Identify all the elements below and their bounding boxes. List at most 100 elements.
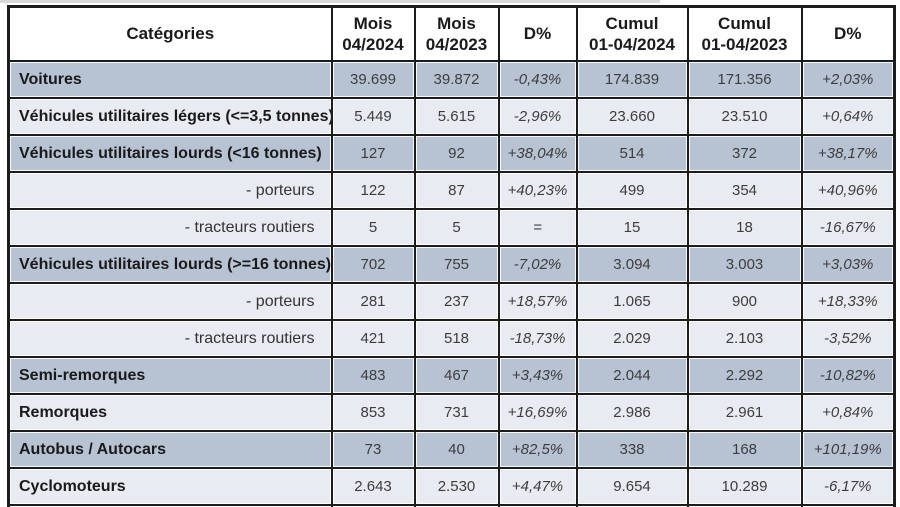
table-row: Véhicules utilitaires lourds (<16 tonnes… bbox=[7, 134, 896, 173]
cell-delta-cumul: -6,17% bbox=[800, 467, 896, 506]
cell-delta-cumul: +3,03% bbox=[800, 245, 896, 284]
cell-mois-prior: 87 bbox=[413, 171, 500, 210]
table-row: Autobus / Autocars 73 40 +82,5% 338 168 +101,1… bbox=[7, 430, 896, 469]
cell-delta-cumul: -10,82% bbox=[800, 356, 896, 395]
cell-delta-mois: +82,5% bbox=[497, 430, 578, 469]
table-row: - tracteurs routiers 5 5 = 15 18 -16,67% bbox=[7, 208, 896, 247]
vehicle-registrations-table: Catégories Mois 04/2024 Mois 04/2023 D% … bbox=[7, 5, 896, 507]
column-header-cumul-2023: Cumul 01-04/2023 bbox=[686, 5, 803, 62]
cell-delta-cumul: +101,19% bbox=[800, 430, 896, 469]
category-cell: Véhicules utilitaires lourds (<16 tonnes… bbox=[7, 134, 333, 173]
column-header-cumul-2024: Cumul 01-04/2024 bbox=[575, 5, 689, 62]
table-row: Véhicules utilitaires légers (<=3,5 tonn… bbox=[7, 97, 896, 136]
category-cell: Motos bbox=[7, 504, 333, 507]
cell-mois-current: 127 bbox=[330, 134, 416, 173]
cell-cumul-prior: 2.961 bbox=[686, 393, 803, 432]
cell-mois-prior: 237 bbox=[413, 282, 500, 321]
category-cell: Voitures bbox=[7, 60, 333, 99]
category-cell: - porteurs bbox=[7, 171, 333, 210]
table-row: Voitures 39.699 39.872 -0,43% 174.839 171.356… bbox=[7, 60, 896, 99]
cell-mois-current: 5 bbox=[330, 208, 416, 247]
column-header-delta-cumul: D% bbox=[800, 5, 896, 62]
cell-cumul-current: 338 bbox=[575, 430, 689, 469]
cell-mois-prior: 39.872 bbox=[413, 60, 500, 99]
cell-cumul-current: 2.986 bbox=[575, 393, 689, 432]
header-label: Cumul bbox=[605, 13, 659, 33]
cell-cumul-prior: 2.103 bbox=[686, 319, 803, 358]
cell-cumul-prior: 900 bbox=[686, 282, 803, 321]
cell-cumul-current: 3.094 bbox=[575, 245, 689, 284]
cell-mois-current: 2.951 bbox=[330, 504, 416, 507]
cell-mois-prior: 92 bbox=[413, 134, 500, 173]
header-label: Cumul bbox=[718, 13, 771, 33]
header-sublabel: 04/2023 bbox=[425, 35, 488, 54]
cell-delta-mois: +38,04% bbox=[497, 134, 578, 173]
header-sublabel: 04/2024 bbox=[342, 35, 404, 54]
table-row: - tracteurs routiers 421 518 -18,73% 2.029 2.… bbox=[7, 319, 896, 358]
header-label: Mois bbox=[353, 13, 393, 33]
column-header-categories: Catégories bbox=[7, 5, 333, 62]
table-row: Remorques 853 731 +16,69% 2.986 2.961 +0,84% bbox=[7, 393, 896, 432]
cell-cumul-current: 174.839 bbox=[575, 60, 689, 99]
cell-delta-cumul: +2,03% bbox=[800, 60, 896, 99]
cell-delta-mois: = bbox=[497, 208, 578, 247]
cell-cumul-current: 23.660 bbox=[575, 97, 689, 136]
cell-delta-mois: -2,96% bbox=[497, 97, 578, 136]
cell-delta-cumul: -3,52% bbox=[800, 319, 896, 358]
category-cell: - tracteurs routiers bbox=[7, 319, 333, 358]
cell-cumul-prior: 372 bbox=[686, 134, 803, 173]
cell-mois-prior: 5.615 bbox=[413, 97, 500, 136]
category-cell: Véhicules utilitaires légers (<=3,5 tonn… bbox=[7, 97, 333, 136]
table-body: Voitures 39.699 39.872 -0,43% 174.839 171.356… bbox=[7, 60, 896, 507]
header-row: Catégories Mois 04/2024 Mois 04/2023 D% … bbox=[7, 5, 896, 62]
cell-delta-mois: -0,43% bbox=[497, 60, 578, 99]
table-header: Catégories Mois 04/2024 Mois 04/2023 D% … bbox=[7, 5, 896, 62]
category-cell: Remorques bbox=[7, 393, 333, 432]
cell-mois-current: 122 bbox=[330, 171, 416, 210]
cell-delta-mois: +17,66% bbox=[497, 504, 578, 507]
header-sublabel: 01-04/2024 bbox=[588, 35, 676, 54]
cell-mois-prior: 2.530 bbox=[413, 467, 500, 506]
column-header-delta-mois: D% bbox=[497, 5, 578, 62]
cell-delta-cumul: +38,17% bbox=[800, 134, 896, 173]
cell-mois-current: 5.449 bbox=[330, 97, 416, 136]
category-cell: - tracteurs routiers bbox=[7, 208, 333, 247]
category-cell: Autobus / Autocars bbox=[7, 430, 333, 469]
cell-mois-prior: 40 bbox=[413, 430, 500, 469]
cell-mois-prior: 755 bbox=[413, 245, 500, 284]
cell-delta-mois: +16,69% bbox=[497, 393, 578, 432]
cell-mois-prior: 731 bbox=[413, 393, 500, 432]
cell-delta-cumul: -16,67% bbox=[800, 208, 896, 247]
cell-cumul-current: 1.065 bbox=[575, 282, 689, 321]
top-edge-artifact bbox=[0, 0, 660, 3]
cell-cumul-prior: 168 bbox=[686, 430, 803, 469]
cell-delta-cumul: +40,96% bbox=[800, 171, 896, 210]
cell-mois-current: 281 bbox=[330, 282, 416, 321]
cell-cumul-prior: 10.289 bbox=[686, 467, 803, 506]
table-row: Semi-remorques 483 467 +3,43% 2.044 2.292 -10,… bbox=[7, 356, 896, 395]
cell-mois-current: 702 bbox=[330, 245, 416, 284]
cell-delta-mois: -18,73% bbox=[497, 319, 578, 358]
header-label: Catégories bbox=[126, 24, 215, 44]
cell-mois-current: 2.643 bbox=[330, 467, 416, 506]
cell-delta-cumul: +0,64% bbox=[800, 97, 896, 136]
header-label: D% bbox=[523, 24, 552, 44]
cell-cumul-prior: 2.292 bbox=[686, 356, 803, 395]
cell-cumul-current: 514 bbox=[575, 134, 689, 173]
table-row: - porteurs 281 237 +18,57% 1.065 900 +18,33% bbox=[7, 282, 896, 321]
column-header-mois-2023: Mois 04/2023 bbox=[413, 5, 500, 62]
table-row: Véhicules utilitaires lourds (>=16 tonne… bbox=[7, 245, 896, 284]
cell-mois-prior: 5 bbox=[413, 208, 500, 247]
cell-cumul-prior: 171.356 bbox=[686, 60, 803, 99]
header-label: D% bbox=[834, 24, 862, 44]
cell-delta-mois: -7,02% bbox=[497, 245, 578, 284]
category-cell: Semi-remorques bbox=[7, 356, 333, 395]
table-row: Cyclomoteurs 2.643 2.530 +4,47% 9.654 10.289-… bbox=[7, 467, 896, 506]
cell-mois-prior: 467 bbox=[413, 356, 500, 395]
category-cell: Véhicules utilitaires lourds (>=16 tonne… bbox=[7, 245, 333, 284]
cell-delta-mois: +18,57% bbox=[497, 282, 578, 321]
cell-cumul-current: 9.642 bbox=[575, 504, 689, 507]
cell-cumul-current: 2.029 bbox=[575, 319, 689, 358]
cell-delta-mois: +4,47% bbox=[497, 467, 578, 506]
